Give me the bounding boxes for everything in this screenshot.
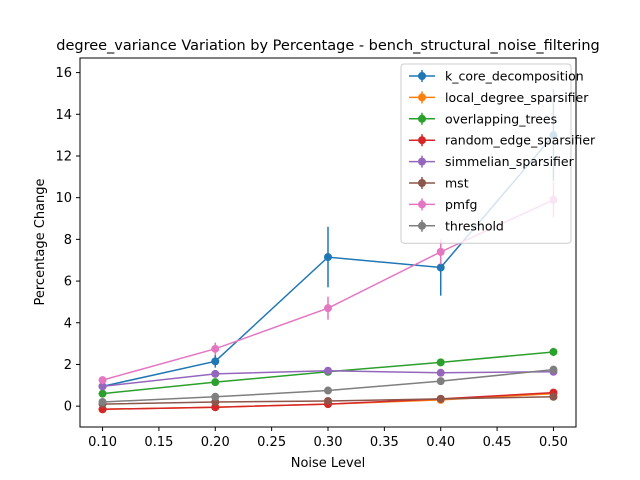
legend-item: k_core_decomposition [409, 69, 584, 84]
data-point [98, 376, 107, 385]
data-point [324, 396, 332, 405]
x-axis: 0.10 0.15 0.20 0.25 0.30 0.35 0.40 0.45 0.50 [88, 427, 568, 450]
data-point [436, 377, 445, 386]
y-tick-label: 10 [55, 191, 72, 206]
legend-item: random_edge_sparsifier [409, 133, 596, 148]
legend-swatch-marker [418, 93, 426, 102]
y-tick-label: 12 [55, 149, 72, 164]
data-point [324, 304, 332, 313]
x-tick-label: 0.40 [426, 435, 455, 450]
data-point [211, 392, 220, 401]
y-tick-label: 0 [64, 400, 72, 415]
data-point [324, 253, 332, 262]
legend-swatch-marker [418, 179, 426, 187]
chart-title: degree_variance Variation by Percentage … [56, 38, 600, 54]
data-point [549, 392, 558, 401]
legend-label: mst [445, 176, 469, 191]
legend-swatch-marker [418, 114, 426, 123]
y-tick-label: 14 [55, 108, 72, 123]
legend: k_core_decomposition local_degree_sparsif… [400, 63, 596, 244]
series-threshold [98, 365, 558, 406]
legend-item: local_degree_sparsifier [409, 90, 589, 105]
legend-swatch-marker [418, 221, 426, 230]
legend-label: threshold [445, 218, 504, 233]
y-tick-label: 4 [64, 316, 72, 331]
data-point [436, 358, 445, 367]
x-tick-label: 0.30 [314, 435, 343, 450]
legend-label: overlapping_trees [445, 111, 557, 126]
legend-swatch-marker [418, 157, 426, 166]
data-point [549, 347, 558, 356]
y-axis: 0 2 4 6 8 10 12 14 16 [55, 66, 80, 415]
data-point [324, 386, 332, 395]
x-tick-label: 0.25 [257, 435, 286, 450]
data-point [549, 365, 558, 374]
data-point [98, 397, 107, 406]
x-tick-label: 0.10 [88, 435, 117, 450]
legend-label: pmfg [445, 197, 477, 212]
data-point [436, 368, 445, 377]
x-tick-label: 0.45 [483, 435, 512, 450]
legend-label: local_degree_sparsifier [445, 90, 589, 105]
data-point [436, 247, 445, 256]
x-tick-label: 0.35 [370, 435, 399, 450]
legend-box [400, 63, 572, 244]
data-point [324, 366, 332, 375]
legend-item: simmelian_sparsifier [409, 154, 575, 169]
y-tick-label: 6 [64, 275, 72, 290]
x-tick-label: 0.50 [539, 435, 568, 450]
legend-item: pmfg [409, 197, 477, 212]
data-point [98, 382, 107, 391]
data-point [211, 369, 220, 378]
x-tick-label: 0.20 [201, 435, 230, 450]
y-tick-label: 2 [64, 358, 72, 373]
data-point [436, 263, 445, 272]
y-tick-label: 8 [64, 233, 72, 248]
x-tick-label: 0.15 [144, 435, 173, 450]
legend-swatch-marker [418, 200, 426, 209]
legend-label: random_edge_sparsifier [445, 133, 596, 148]
legend-item: overlapping_trees [409, 111, 557, 126]
data-point [98, 389, 107, 398]
legend-swatch-marker [418, 72, 426, 80]
legend-label: simmelian_sparsifier [445, 154, 575, 169]
legend-item: threshold [409, 218, 504, 233]
x-axis-label: Noise Level [291, 456, 366, 471]
data-point [211, 344, 220, 353]
data-point [211, 357, 220, 366]
y-axis-label: Percentage Change [33, 178, 48, 305]
data-point [211, 378, 220, 387]
data-point [436, 394, 445, 403]
legend-item: mst [409, 176, 469, 191]
legend-label: k_core_decomposition [445, 69, 584, 84]
legend-swatch-marker [418, 136, 426, 145]
y-tick-label: 16 [55, 66, 72, 81]
